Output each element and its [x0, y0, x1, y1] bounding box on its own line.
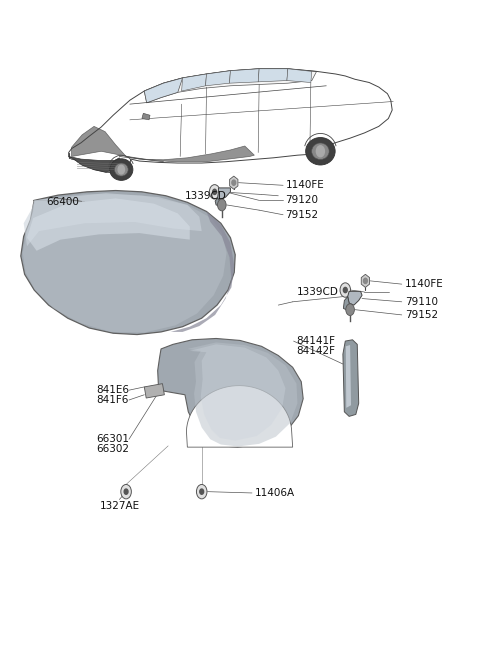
Polygon shape [190, 344, 286, 441]
Polygon shape [21, 190, 235, 335]
Circle shape [363, 278, 367, 283]
Polygon shape [343, 340, 359, 417]
Circle shape [118, 165, 124, 174]
Polygon shape [142, 113, 150, 120]
Text: 841E6: 841E6 [96, 385, 129, 395]
Polygon shape [24, 193, 202, 246]
Circle shape [340, 283, 350, 297]
Polygon shape [187, 342, 298, 447]
Text: 84142F: 84142F [297, 346, 336, 356]
Text: 79152: 79152 [286, 210, 319, 220]
Circle shape [209, 184, 220, 199]
Text: 79120: 79120 [286, 195, 318, 205]
Ellipse shape [306, 138, 335, 165]
Polygon shape [72, 127, 254, 162]
Polygon shape [258, 69, 288, 82]
Circle shape [232, 180, 236, 185]
Ellipse shape [312, 143, 329, 159]
Polygon shape [181, 74, 206, 91]
Circle shape [213, 189, 216, 194]
Text: 66400: 66400 [46, 197, 79, 207]
Polygon shape [205, 71, 230, 86]
Circle shape [217, 199, 226, 211]
Text: 66302: 66302 [96, 444, 129, 454]
Polygon shape [27, 198, 190, 251]
Polygon shape [348, 291, 362, 305]
Text: 84141F: 84141F [297, 336, 336, 346]
Text: 841F6: 841F6 [96, 395, 129, 405]
Polygon shape [69, 157, 120, 173]
Polygon shape [157, 338, 303, 447]
Polygon shape [217, 188, 230, 200]
Polygon shape [144, 78, 182, 103]
Ellipse shape [114, 163, 128, 176]
Polygon shape [346, 345, 351, 408]
Ellipse shape [110, 159, 133, 180]
Circle shape [316, 146, 324, 157]
Polygon shape [287, 69, 312, 83]
Text: 1140FE: 1140FE [286, 180, 324, 190]
Circle shape [121, 484, 132, 499]
Text: 11406A: 11406A [254, 488, 295, 498]
Text: 1327AE: 1327AE [99, 501, 140, 511]
Circle shape [346, 304, 354, 316]
Polygon shape [361, 274, 370, 287]
Polygon shape [144, 69, 317, 103]
Text: 1140FE: 1140FE [405, 279, 444, 289]
Circle shape [124, 489, 128, 494]
Circle shape [200, 489, 204, 494]
Text: 1339CD: 1339CD [185, 191, 227, 201]
Polygon shape [229, 176, 238, 189]
Polygon shape [343, 297, 350, 310]
Polygon shape [229, 69, 259, 83]
Text: 79152: 79152 [405, 310, 438, 320]
Circle shape [196, 484, 207, 499]
Polygon shape [215, 198, 222, 206]
Circle shape [343, 287, 347, 293]
Text: 1339CD: 1339CD [297, 287, 338, 297]
Text: 66301: 66301 [96, 434, 129, 444]
Text: 79110: 79110 [405, 297, 438, 307]
Polygon shape [170, 211, 234, 332]
Polygon shape [23, 194, 227, 333]
Polygon shape [144, 384, 164, 398]
Polygon shape [186, 386, 293, 447]
